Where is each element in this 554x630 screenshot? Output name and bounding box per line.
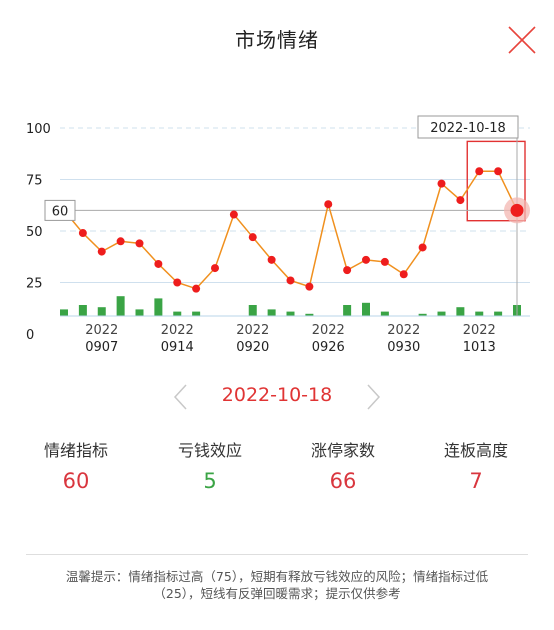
data-point <box>229 210 238 219</box>
volume-bar <box>97 307 106 316</box>
data-point <box>248 233 257 242</box>
volume-bar <box>494 311 503 316</box>
x-tick-date: 0926 <box>312 340 345 355</box>
volume-bar <box>60 309 68 316</box>
data-point <box>116 237 125 246</box>
volume-bar <box>437 311 446 316</box>
stat-value: 66 <box>329 469 357 493</box>
volume-bar <box>267 309 276 316</box>
volume-bar <box>380 311 389 316</box>
volume-bar <box>456 307 465 316</box>
volume-bar <box>192 311 201 316</box>
volume-bar <box>173 311 182 316</box>
stat-label: 涨停家数 <box>310 441 375 460</box>
volume-bar <box>116 296 125 316</box>
stat-label: 情绪指标 <box>43 441 108 460</box>
chevron-right-icon[interactable] <box>362 382 384 412</box>
volume-bar <box>475 311 484 316</box>
stat-value: 5 <box>203 469 217 493</box>
y-tick-label: 50 <box>26 225 43 240</box>
divider <box>26 554 528 555</box>
volume-bar <box>343 305 352 316</box>
x-tick-year: 2022 <box>312 323 345 338</box>
y-tick-label: 0 <box>26 328 34 343</box>
x-tick-date: 1013 <box>463 340 496 355</box>
x-tick-date: 0914 <box>161 340 194 355</box>
data-point <box>362 255 370 264</box>
x-tick-year: 2022 <box>85 323 118 338</box>
data-point <box>135 239 144 248</box>
data-point <box>437 179 446 188</box>
crosshair-date-label: 2022-10-18 <box>430 121 506 136</box>
data-point <box>399 270 408 279</box>
stat-value: 7 <box>469 469 483 493</box>
volume-bar <box>362 302 370 316</box>
crosshair-value-box <box>44 199 76 221</box>
stat-consecutive-height: 连板高度 7 <box>406 437 546 493</box>
data-point <box>154 259 163 268</box>
data-point <box>173 278 182 287</box>
volume-bar <box>248 305 257 316</box>
stat-loss-effect: 亏钱效应 5 <box>140 437 280 493</box>
data-point <box>343 266 352 275</box>
data-point <box>418 243 427 252</box>
volume-bar <box>78 305 87 316</box>
chevron-left-icon[interactable] <box>170 382 192 412</box>
data-point <box>286 276 295 285</box>
data-point <box>380 257 389 266</box>
crosshair-value-label: 60 <box>52 204 69 219</box>
x-tick-year: 2022 <box>161 323 194 338</box>
date-navigator: 2022-10-18 <box>0 376 554 416</box>
data-point <box>211 264 219 273</box>
volume-bar <box>286 311 295 316</box>
x-tick-year: 2022 <box>463 323 496 338</box>
stat-value: 60 <box>62 469 90 493</box>
y-tick-label: 25 <box>26 277 43 292</box>
tip-line-1: 温馨提示：情绪指标过高（75），短期有释放亏钱效应的风险；情绪指标过低 <box>65 569 489 584</box>
stat-label: 连板高度 <box>443 441 508 460</box>
y-tick-label: 75 <box>26 174 43 189</box>
data-point <box>456 196 465 205</box>
selected-point <box>510 203 524 217</box>
volume-bar <box>305 313 314 316</box>
volume-bar <box>418 313 427 316</box>
y-tick-label: 100 <box>26 122 51 137</box>
x-tick-year: 2022 <box>387 323 420 338</box>
x-tick-date: 0907 <box>85 340 118 355</box>
data-point <box>267 255 276 264</box>
data-point <box>78 229 87 238</box>
x-tick-year: 2022 <box>236 323 269 338</box>
data-point <box>475 167 484 176</box>
close-icon[interactable] <box>506 24 538 56</box>
tip-line-2: （25），短线有反弹回暖需求；提示仅供参考 <box>153 586 401 601</box>
stats-row: 情绪指标 60 亏钱效应 5 涨停家数 66 连板高度 7 <box>0 437 554 497</box>
data-point <box>494 167 503 176</box>
volume-bar <box>135 309 144 316</box>
crosshair-date-box <box>417 115 519 139</box>
data-point <box>97 247 106 256</box>
data-point <box>192 284 201 293</box>
x-tick-date: 0930 <box>387 340 420 355</box>
selected-date: 2022-10-18 <box>221 384 333 406</box>
page-title: 市场情绪 <box>235 28 319 52</box>
volume-bar <box>154 298 163 316</box>
stat-limit-up-count: 涨停家数 66 <box>273 437 413 493</box>
data-point <box>324 200 333 209</box>
data-point <box>305 282 314 291</box>
x-tick-date: 0920 <box>236 340 269 355</box>
stat-label: 亏钱效应 <box>177 441 242 460</box>
disclaimer-tip: 温馨提示：情绪指标过高（75），短期有释放亏钱效应的风险；情绪指标过低 （25）… <box>26 568 528 602</box>
market-sentiment-chart[interactable]: 0 25 50 75 100 2022 0907 2022 0914 2022 0920 2022 09… <box>0 70 554 370</box>
stat-sentiment: 情绪指标 60 <box>6 437 146 493</box>
highlight-box <box>466 140 526 222</box>
sentiment-line <box>63 170 518 290</box>
